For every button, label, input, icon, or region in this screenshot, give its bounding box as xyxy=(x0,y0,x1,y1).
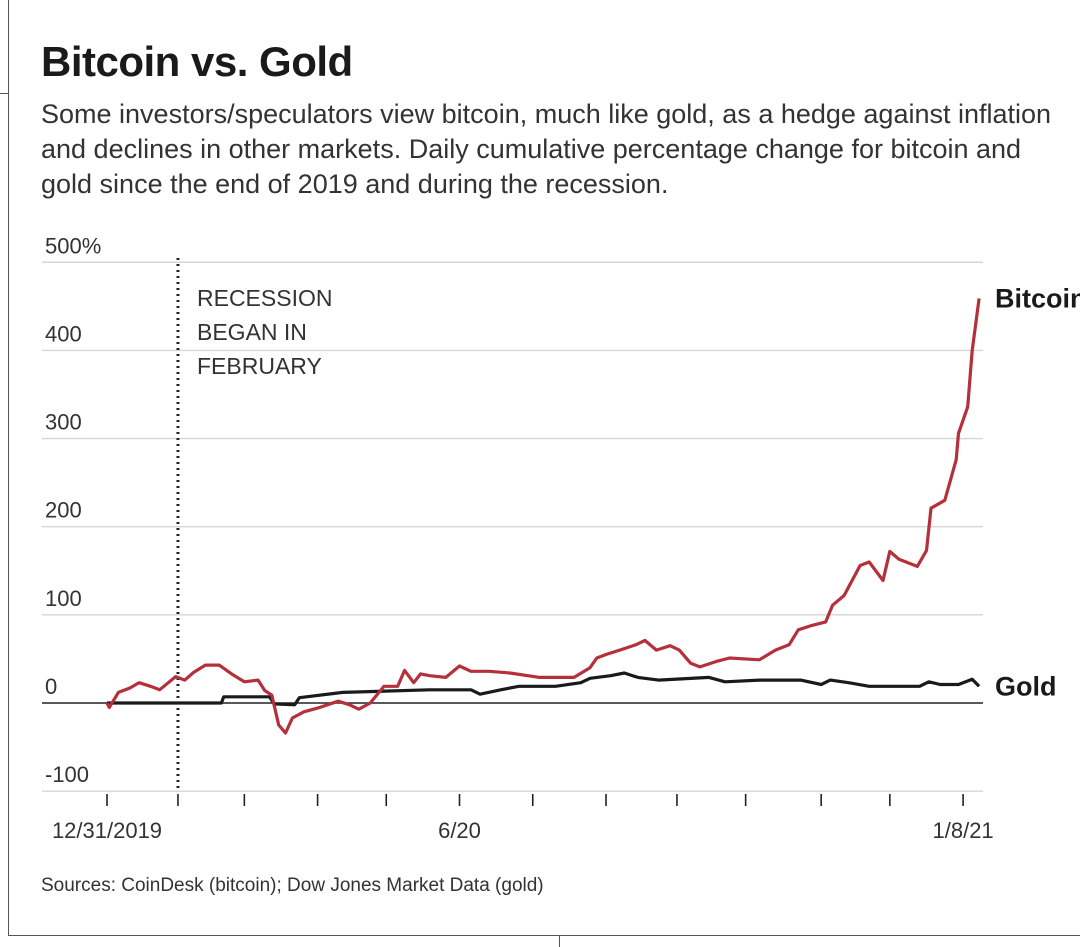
chart-subtitle: Some investors/speculators view bitcoin,… xyxy=(41,99,1052,199)
y-tick-label: 100 xyxy=(45,586,82,611)
y-tick-label: 200 xyxy=(45,498,82,523)
y-tick-label: 300 xyxy=(45,410,82,435)
source-note: Sources: CoinDesk (bitcoin); Dow Jones M… xyxy=(41,875,544,896)
y-tick-label: 400 xyxy=(45,321,82,346)
frame-border-split xyxy=(559,935,560,947)
frame-border-left xyxy=(8,0,9,936)
gold-line xyxy=(107,671,981,707)
x-tick-label: 12/31/2019 xyxy=(52,818,162,843)
y-tick-label: -100 xyxy=(45,762,89,787)
chart-title: Bitcoin vs. Gold xyxy=(41,38,353,85)
frame-border-bottom xyxy=(8,935,1080,936)
bitcoin-label: Bitcoin xyxy=(995,283,1080,313)
gold-label: Gold xyxy=(995,671,1057,701)
y-tick-label: 500% xyxy=(45,233,101,258)
recession-annotation: BEGAN IN xyxy=(197,319,307,345)
recession-annotation: RECESSION xyxy=(197,285,332,311)
frame-border-tick xyxy=(0,93,8,94)
x-tick-label: 6/20 xyxy=(438,818,481,843)
recession-annotation: FEBRUARY xyxy=(197,353,322,379)
y-tick-label: 0 xyxy=(45,674,57,699)
x-tick-label: 1/8/21 xyxy=(933,818,994,843)
bitcoin-line xyxy=(105,298,981,735)
